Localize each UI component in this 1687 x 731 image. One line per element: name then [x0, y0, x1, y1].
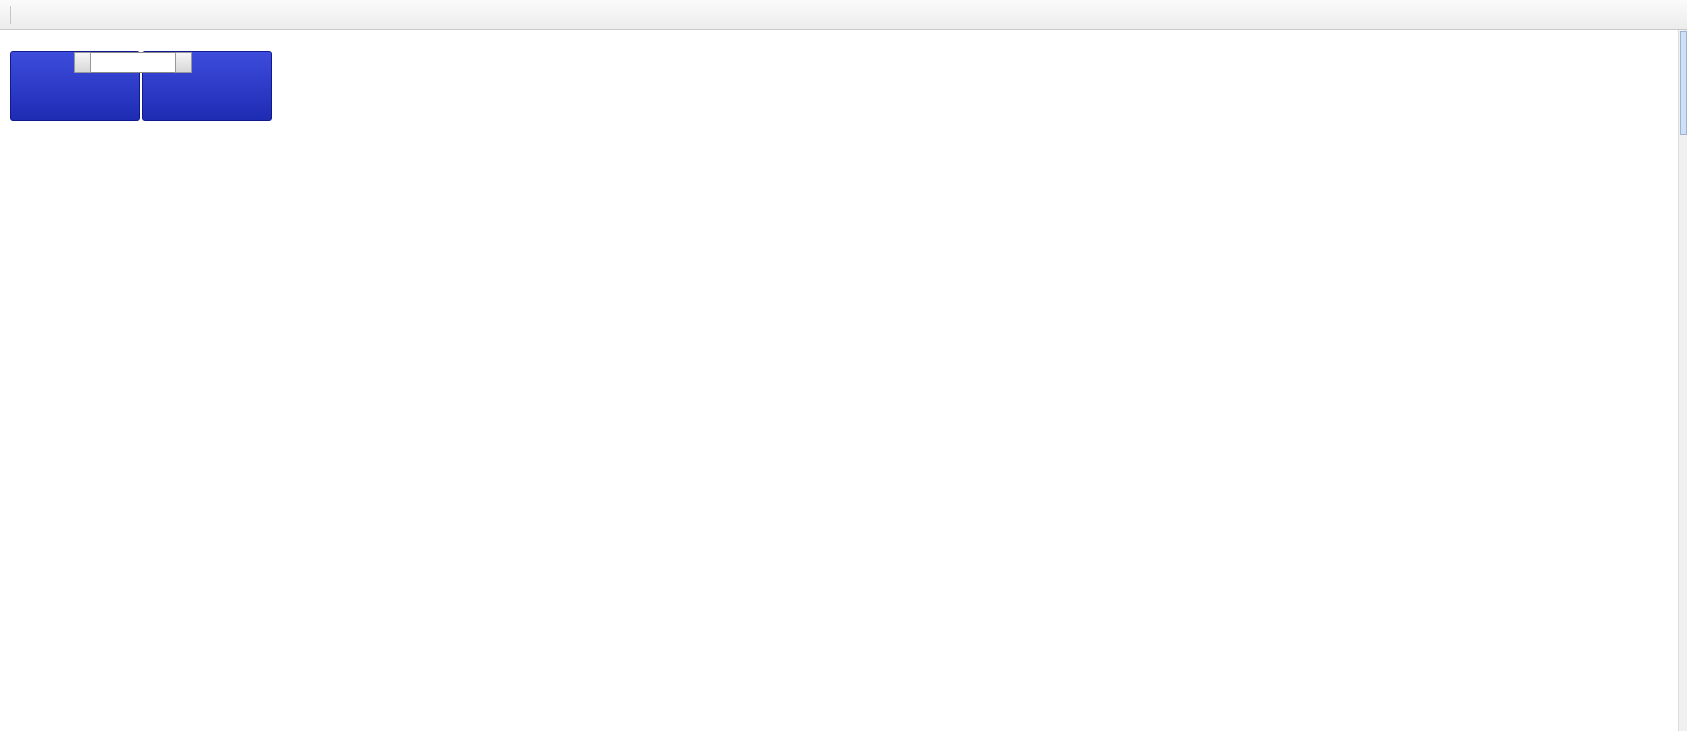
- volume-decrease-button[interactable]: [74, 52, 91, 73]
- chart-title: [8, 34, 12, 46]
- toolbar: [0, 0, 1687, 30]
- rsi-label: [6, 547, 12, 559]
- scrollbar-thumb[interactable]: [1680, 31, 1687, 135]
- toolbar-separator: [10, 5, 11, 24]
- buy-price: [143, 81, 271, 115]
- sell-price: [11, 81, 139, 115]
- vertical-scrollbar[interactable]: [1678, 30, 1687, 731]
- volume-increase-button[interactable]: [175, 52, 192, 73]
- volume-control: [74, 52, 192, 73]
- macd-label: [6, 489, 17, 501]
- volume-input[interactable]: [91, 52, 175, 73]
- chart-window: [0, 30, 1687, 731]
- one-click-trading-panel: [10, 51, 272, 121]
- chart-canvas[interactable]: [0, 30, 1687, 731]
